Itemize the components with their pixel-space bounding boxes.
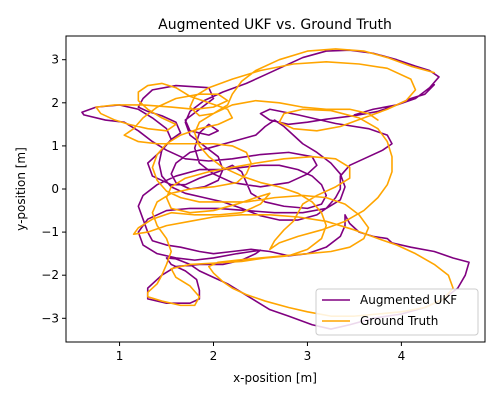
- y-tick-label: −3: [41, 311, 59, 325]
- y-tick-label: 0: [51, 182, 59, 196]
- legend-label-ground-truth: Ground Truth: [360, 314, 438, 328]
- legend: Augmented UKF Ground Truth: [315, 288, 479, 336]
- y-tick-label: 2: [51, 96, 59, 110]
- legend-label-augmented-ukf: Augmented UKF: [360, 293, 457, 307]
- series-line-ground-truth: [95, 48, 454, 317]
- x-tick-label: 2: [210, 349, 218, 363]
- y-tick-label: 3: [51, 53, 59, 67]
- x-tick-label: 3: [304, 349, 312, 363]
- x-tick-label: 4: [398, 349, 406, 363]
- legend-box: [315, 288, 479, 336]
- series-layer: [81, 48, 470, 330]
- y-tick-label: −2: [41, 268, 59, 282]
- chart-title: Augmented UKF vs. Ground Truth: [158, 17, 392, 33]
- y-axis-ticks: −3 −2 −1 0 1 2 3: [41, 53, 66, 325]
- series-line-augmented-ukf: [81, 49, 470, 330]
- y-tick-label: 1: [51, 139, 59, 153]
- x-axis-label: x-position [m]: [233, 371, 317, 385]
- y-axis-label: y-position [m]: [14, 147, 28, 231]
- x-tick-label: 1: [116, 349, 124, 363]
- y-tick-label: −1: [41, 225, 59, 239]
- x-axis-ticks: 1 2 3 4: [116, 342, 405, 363]
